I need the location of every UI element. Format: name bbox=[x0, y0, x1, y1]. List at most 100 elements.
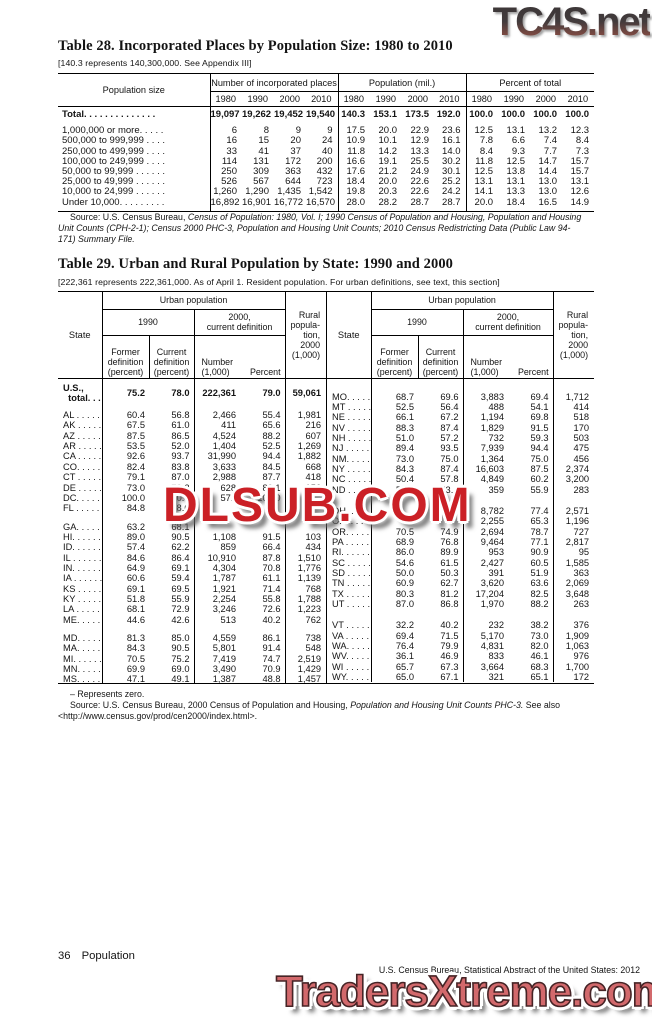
table-row: NV . . . . . 88.3 87.4 1,829 91.5 170 bbox=[327, 422, 594, 433]
table-cell: 56.4 bbox=[418, 401, 464, 413]
table-cell: 1,585 bbox=[565, 557, 590, 568]
table-cell: 24.9 bbox=[410, 167, 430, 178]
table-cell: 62.7 bbox=[418, 578, 464, 589]
table-cell: OR. . . . . bbox=[327, 526, 372, 537]
table-cell: 100.0 bbox=[533, 109, 558, 120]
table-cell: 79.0 bbox=[247, 378, 286, 405]
table-cell: 25.2 bbox=[434, 177, 467, 188]
table-cell: 738 bbox=[305, 632, 322, 643]
table-cell: 42.6 bbox=[149, 614, 195, 625]
table-cell: 69.9 bbox=[126, 664, 145, 674]
table-cell: 173.5 bbox=[405, 109, 430, 120]
table28: Population size Number of incorporated p… bbox=[58, 73, 595, 212]
table-cell: 90.5 bbox=[149, 531, 195, 543]
table-row: HI. . . . . . . 89.0 90.5 1,108 91.5 103 bbox=[58, 531, 326, 543]
table-cell: 2,374 bbox=[565, 463, 590, 474]
table-cell: 57.4 bbox=[126, 542, 145, 553]
table-cell: 55.9 bbox=[149, 593, 195, 605]
table-cell: 283 bbox=[573, 484, 590, 495]
table-row: MS. . . . . . 47.1 49.1 1,387 48.8 1,457 bbox=[58, 674, 326, 683]
table-cell: NM. . . . . bbox=[327, 453, 372, 464]
table-cell: 732 bbox=[488, 432, 504, 443]
table-cell: 75.0 bbox=[418, 453, 464, 464]
table-row: CO. . . . . . 82.4 83.8 3,633 84.5 668 bbox=[58, 461, 326, 473]
table-cell: U.S., total. . . bbox=[58, 378, 103, 405]
table-cell: 54.1 bbox=[515, 401, 554, 413]
table-cell: 65.0 bbox=[395, 672, 414, 683]
year-header: 2010 bbox=[434, 91, 467, 107]
table-cell: 2,069 bbox=[565, 578, 590, 589]
source-citation: Population and Housing Unit Counts PHC-3… bbox=[350, 700, 524, 710]
table-cell: 9 bbox=[306, 122, 339, 137]
table-cell: 263 bbox=[573, 599, 590, 610]
table-cell: 14.9 bbox=[570, 197, 590, 208]
table-cell: SC . . . . . bbox=[327, 557, 372, 568]
table-cell: 100.0 bbox=[121, 492, 145, 503]
table-cell: 80.3 bbox=[395, 588, 414, 599]
table-cell: 52.5 bbox=[247, 441, 286, 452]
table-cell: TN . . . . . bbox=[327, 578, 372, 589]
table-cell: 53.5 bbox=[126, 441, 145, 452]
table-cell: 22.6 bbox=[410, 177, 430, 188]
table-row: 25,000 to 49,999 . . . . . . 526 567 644 723… bbox=[58, 177, 594, 188]
column-header-number: Number (1,000) bbox=[470, 356, 503, 377]
year-header: 1980 bbox=[471, 94, 493, 104]
table-cell: 1,139 bbox=[297, 573, 322, 584]
table-cell: 668 bbox=[305, 461, 322, 472]
table-cell: DC. . . . . . bbox=[58, 492, 103, 504]
table-cell: 91.5 bbox=[515, 422, 554, 433]
table-cell: 84.5 bbox=[247, 461, 286, 473]
table-cell: 59.3 bbox=[515, 432, 554, 444]
table-cell: 73.0 bbox=[395, 453, 414, 464]
table-row: OK. . . . . 2,255 65.3 1,196 bbox=[327, 516, 594, 527]
table-cell: 60.2 bbox=[515, 474, 554, 485]
table-cell: 86.8 bbox=[418, 599, 464, 610]
table-cell: 41 bbox=[258, 146, 269, 157]
table-cell: 74.7 bbox=[247, 653, 286, 664]
table-cell: 100,000 to 249,999 . . . . bbox=[58, 156, 211, 168]
table-cell: Total. . . . . . . . . . . . . . bbox=[58, 106, 211, 123]
table-cell: 28.0 bbox=[346, 197, 366, 208]
column-group-1990: 1990 bbox=[102, 309, 195, 336]
table-cell: 84.8 bbox=[126, 503, 145, 514]
table-cell: 70.5 bbox=[395, 526, 414, 537]
table-cell: 100.0 bbox=[247, 492, 286, 504]
table-cell: 475 bbox=[573, 443, 590, 454]
table-cell: 9,464 bbox=[480, 536, 504, 547]
table-cell: OK. . . . . bbox=[327, 516, 372, 527]
table-cell: 60.4 bbox=[126, 410, 145, 421]
table-cell: 83.8 bbox=[149, 461, 195, 473]
table-row: PA . . . . . 68.9 76.8 9,464 77.1 2,817 bbox=[327, 536, 594, 548]
table-cell: 86.0 bbox=[395, 547, 414, 558]
page-footer: 36 Population bbox=[58, 950, 135, 962]
table-cell: 222,361 bbox=[202, 388, 236, 399]
table-row: CA . . . . . . 92.6 93.7 31,990 94.4 1,882 bbox=[58, 451, 326, 462]
table-cell: 6.6 bbox=[511, 136, 526, 147]
table-cell: 79.1 bbox=[126, 472, 145, 483]
table-cell: 250 bbox=[221, 167, 237, 178]
table-cell: 87.5 bbox=[126, 430, 145, 441]
table-cell: 3,620 bbox=[480, 578, 504, 589]
table-cell: 84.3 bbox=[395, 463, 414, 474]
section-name: Population bbox=[81, 950, 135, 962]
table-cell: 44.6 bbox=[126, 614, 145, 625]
table-cell: 86.5 bbox=[149, 430, 195, 442]
table-cell: 66.4 bbox=[247, 542, 286, 553]
table-cell: 61.1 bbox=[247, 573, 286, 584]
watermark-tradersxtreme: TradersXtreme.com bbox=[275, 967, 652, 1016]
table-cell: 76.8 bbox=[418, 536, 464, 548]
table-row: 250,000 to 499,999 . . . . 33 41 37 40 11.8 14… bbox=[58, 146, 594, 157]
table-cell: 18.4 bbox=[506, 197, 526, 208]
table-cell: 40.2 bbox=[418, 609, 464, 631]
table-cell: 13.1 bbox=[570, 177, 590, 188]
table-cell: 13.0 bbox=[538, 187, 558, 198]
table-row: Total. . . . . . . . . . . . . . 19,097 19… bbox=[58, 106, 594, 123]
table-cell: 64.9 bbox=[126, 562, 145, 573]
table-cell: 859 bbox=[220, 542, 236, 553]
table-cell: 71.5 bbox=[418, 630, 464, 642]
table-cell bbox=[247, 503, 286, 514]
table-row: KY . . . . . . 51.8 55.9 2,254 55.8 1,788 bbox=[58, 593, 326, 605]
table-cell: 3,883 bbox=[480, 391, 504, 402]
table-cell: 50,000 to 99,999 . . . . . . bbox=[58, 167, 211, 178]
table-cell: 69.0 bbox=[149, 664, 195, 675]
